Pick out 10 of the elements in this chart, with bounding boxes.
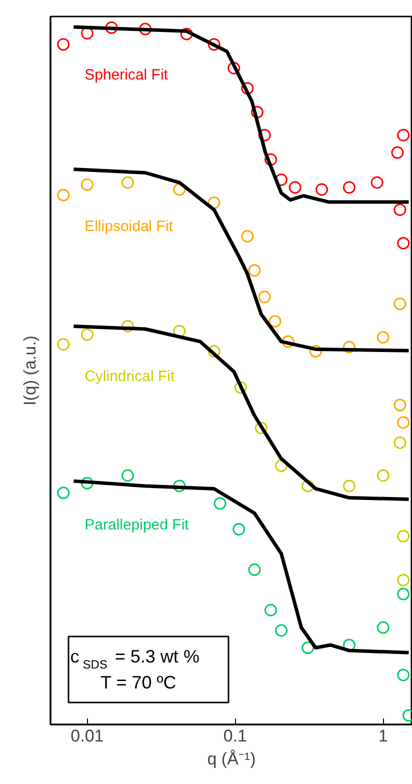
annotation: T = 70 ºC	[100, 672, 176, 692]
x-tick-label: 0.01	[70, 726, 104, 746]
series-label: Parallepiped Fit	[84, 516, 190, 534]
series-label: Ellipsoidal Fit	[84, 218, 174, 235]
x-tick-label: 1	[378, 726, 388, 746]
series-label: Spherical Fit	[84, 66, 169, 84]
y-axis-title: I(q) (a.u.)	[20, 336, 40, 406]
x-tick-label: 0.1	[223, 726, 247, 746]
x-axis-title: q (Å⁻¹)	[207, 750, 256, 768]
series-label: Cylindrical Fit	[84, 368, 176, 385]
